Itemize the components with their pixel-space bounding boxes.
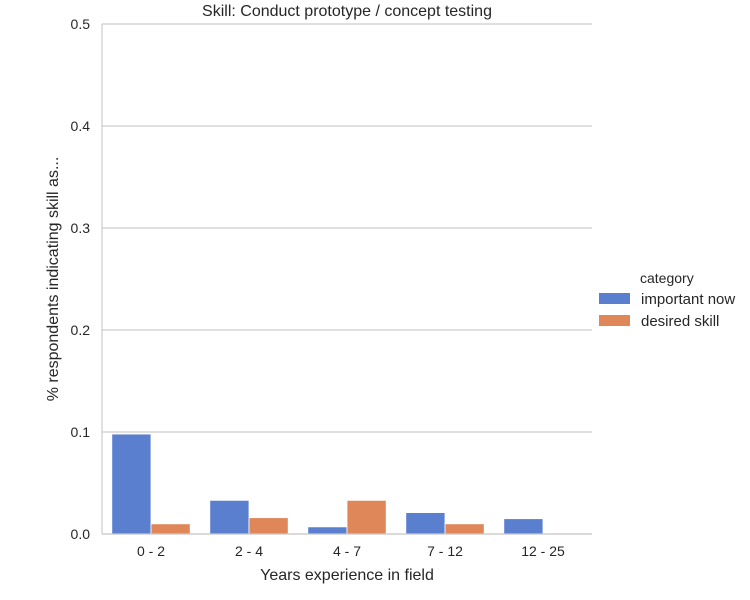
x-tick-label: 12 - 25 — [521, 543, 565, 559]
legend-label: important now — [641, 291, 735, 308]
legend-swatch — [599, 293, 630, 304]
bar-important-now — [111, 433, 152, 535]
legend-items: important now desired skill — [599, 291, 735, 330]
y-tick-label: 0.0 — [71, 526, 91, 542]
bars — [111, 433, 544, 535]
x-axis-title: Years experience in field — [260, 567, 434, 584]
x-tick-labels: 0 - 2 2 - 4 4 - 7 7 - 12 12 - 25 — [137, 543, 565, 559]
bar-important-now — [209, 499, 250, 535]
legend-swatch — [599, 315, 630, 326]
bar-desired-skill — [444, 523, 485, 535]
axes — [101, 24, 592, 535]
x-tick-label: 2 - 4 — [235, 543, 263, 559]
gridlines — [102, 23, 592, 535]
x-tick-label: 4 - 7 — [333, 543, 361, 559]
legend-title: category — [640, 270, 694, 286]
bar-desired-skill — [248, 517, 289, 535]
y-tick-label: 0.3 — [71, 220, 91, 236]
y-tick-label: 0.2 — [71, 322, 91, 338]
y-tick-labels: 0.0 0.1 0.2 0.3 0.4 0.5 — [71, 16, 91, 542]
y-axis-title: % respondents indicating skill as... — [45, 157, 62, 402]
legend-label: desired skill — [641, 313, 719, 330]
bar-important-now — [503, 518, 544, 535]
y-tick-label: 0.5 — [71, 16, 91, 32]
y-tick-label: 0.4 — [71, 118, 91, 134]
legend: category important now desired skill — [599, 270, 735, 330]
bar-important-now — [307, 526, 348, 535]
y-tick-label: 0.1 — [71, 424, 91, 440]
chart-title: Skill: Conduct prototype / concept testi… — [202, 3, 492, 20]
bar-important-now — [405, 512, 446, 535]
x-tick-label: 7 - 12 — [427, 543, 463, 559]
x-tick-label: 0 - 2 — [137, 543, 165, 559]
bar-desired-skill — [346, 499, 387, 535]
bar-desired-skill — [150, 523, 191, 535]
